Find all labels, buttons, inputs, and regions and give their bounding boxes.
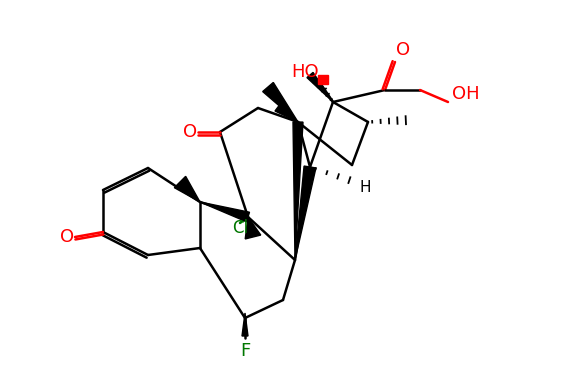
Text: HO: HO bbox=[291, 63, 319, 81]
Text: O: O bbox=[183, 123, 197, 141]
Polygon shape bbox=[242, 313, 248, 336]
Polygon shape bbox=[263, 82, 298, 122]
Text: O: O bbox=[396, 41, 410, 59]
Polygon shape bbox=[245, 217, 261, 239]
Polygon shape bbox=[307, 73, 333, 102]
Text: Cl: Cl bbox=[232, 219, 248, 237]
Text: F: F bbox=[240, 342, 250, 360]
Polygon shape bbox=[293, 122, 303, 260]
Polygon shape bbox=[318, 75, 328, 84]
Polygon shape bbox=[275, 103, 298, 122]
Polygon shape bbox=[200, 202, 249, 222]
Polygon shape bbox=[175, 176, 200, 202]
Polygon shape bbox=[295, 166, 316, 260]
Text: H: H bbox=[359, 179, 371, 195]
Text: OH: OH bbox=[452, 85, 480, 103]
Text: O: O bbox=[60, 228, 74, 246]
